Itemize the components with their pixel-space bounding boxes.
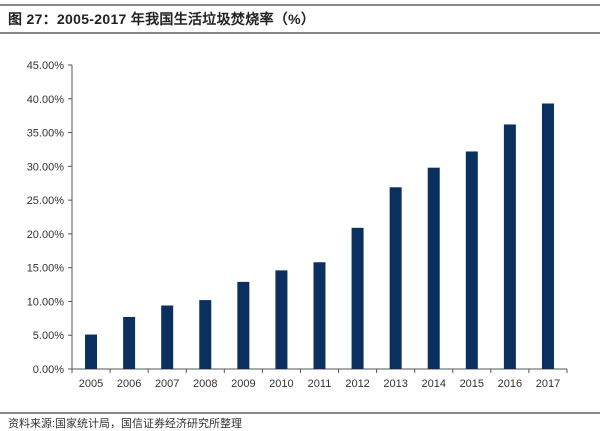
bar-2015: [465, 151, 478, 369]
x-tick-label: 2009: [231, 378, 255, 390]
bar-2010: [275, 270, 288, 369]
x-tick-label: 2011: [308, 378, 332, 390]
y-tick-label: 20.00%: [27, 229, 65, 241]
x-tick-label: 2008: [193, 378, 217, 390]
y-tick-label: 0.00%: [33, 364, 64, 376]
bar-2006: [123, 316, 136, 369]
x-tick-label: 2012: [345, 378, 369, 390]
bar-2016: [503, 124, 516, 370]
x-tick-label: 2013: [383, 378, 407, 390]
bar-2005: [85, 334, 98, 369]
x-tick-label: 2016: [498, 378, 522, 390]
y-tick-label: 35.00%: [27, 128, 65, 140]
top-rule: [0, 4, 600, 6]
bar-2017: [541, 103, 554, 370]
y-tick-label: 15.00%: [27, 263, 65, 275]
y-tick-label: 40.00%: [27, 94, 65, 106]
x-tick-label: 2010: [269, 378, 293, 390]
y-tick-label: 5.00%: [33, 330, 64, 342]
x-tick-label: 2015: [460, 378, 484, 390]
bar-2013: [389, 187, 402, 369]
source-note: 资料来源:国家统计局，国信证券经济研究所整理: [8, 418, 243, 430]
source-rule: [0, 412, 600, 414]
x-tick-label: 2005: [79, 378, 103, 390]
y-tick-label: 45.00%: [27, 60, 65, 72]
title-rule: [0, 32, 600, 34]
y-tick-label: 30.00%: [27, 161, 65, 173]
chart-title: 图 27：2005-2017 年我国生活垃圾焚烧率（%）: [8, 11, 316, 27]
bar-2008: [199, 300, 212, 369]
x-tick-label: 2014: [421, 378, 445, 390]
x-tick-label: 2006: [117, 378, 141, 390]
bar-2012: [351, 227, 364, 369]
x-tick-label: 2017: [536, 378, 560, 390]
y-tick-label: 10.00%: [27, 296, 65, 308]
bar-2014: [427, 167, 440, 369]
bar-2007: [161, 305, 174, 369]
bar-2009: [237, 281, 250, 369]
bar-2011: [313, 262, 326, 369]
y-tick-label: 25.00%: [27, 195, 65, 207]
x-tick-label: 2007: [155, 378, 179, 390]
bar-chart: 0.00% 5.00% 10.00% 15.00% 20.00% 25.00% 30.00%…: [27, 60, 568, 390]
